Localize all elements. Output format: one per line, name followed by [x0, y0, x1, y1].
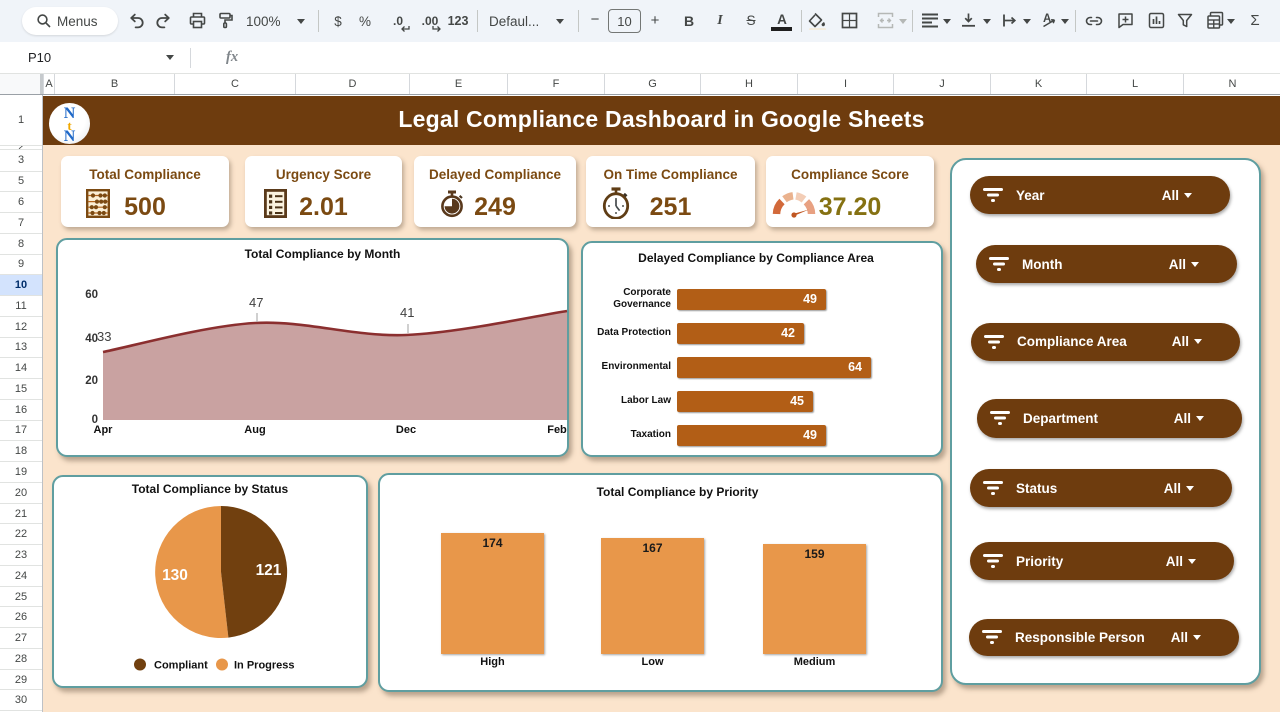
svg-text:121: 121: [256, 562, 282, 579]
svg-text:Compliant: Compliant: [154, 660, 208, 672]
svg-text:130: 130: [162, 567, 188, 584]
svg-text:In Progress: In Progress: [234, 660, 295, 672]
svg-text:A: A: [1043, 13, 1051, 25]
